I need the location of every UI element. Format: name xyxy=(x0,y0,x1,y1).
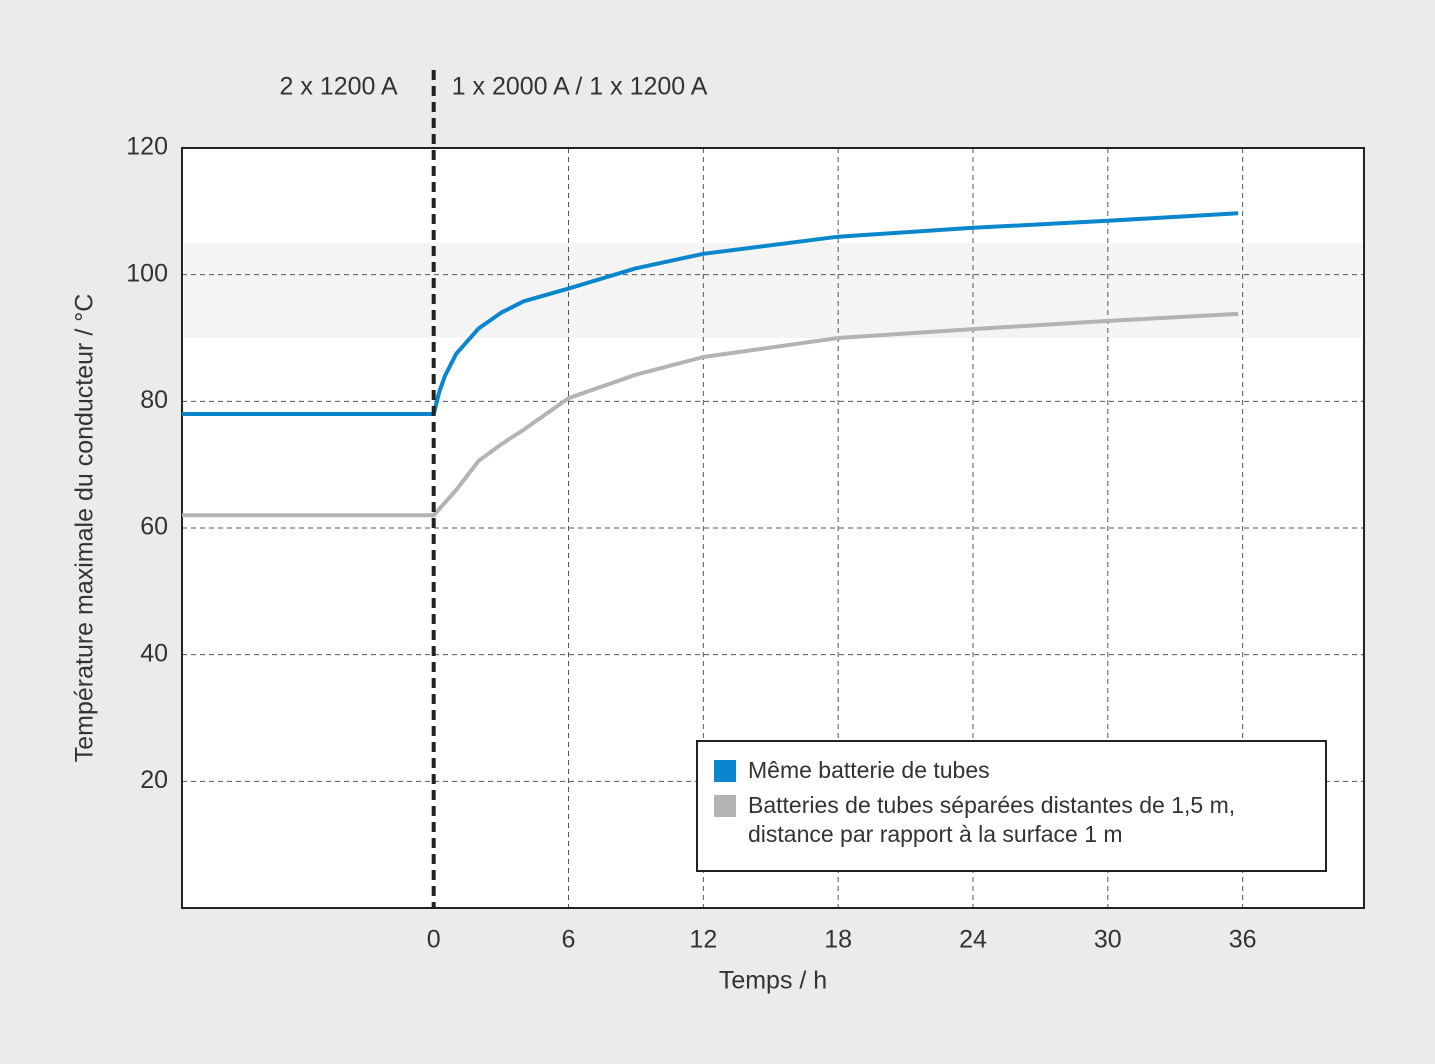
legend: Même batterie de tubes Batteries de tubes… xyxy=(696,740,1327,872)
legend-entry: Même batterie de tubes xyxy=(714,756,1311,785)
series-line xyxy=(182,211,1239,416)
x-tick-label: 12 xyxy=(689,926,717,954)
legend-swatch xyxy=(714,795,736,817)
x-tick-label: 30 xyxy=(1094,926,1122,954)
y-tick-label: 60 xyxy=(140,513,168,541)
x-tick-label: 36 xyxy=(1229,926,1257,954)
phase-label: 1 x 2000 A / 1 x 1200 A xyxy=(452,73,708,101)
band xyxy=(184,243,1362,338)
y-tick-label: 40 xyxy=(140,639,168,667)
series-line xyxy=(182,311,1239,518)
x-axis-label: Temps / h xyxy=(719,967,827,995)
legend-swatch xyxy=(714,760,736,782)
plot-frame xyxy=(181,147,1365,909)
legend-label: Même batterie de tubes xyxy=(748,757,990,783)
x-tick-label: 18 xyxy=(824,926,852,954)
legend-label: Batteries de tubes séparées distantes de… xyxy=(748,792,1236,847)
y-tick-label: 80 xyxy=(140,386,168,414)
legend-entry: Batteries de tubes séparées distantes de… xyxy=(714,791,1311,849)
y-axis-label: Température maximale du conducteur / °C xyxy=(71,294,99,763)
x-tick-label: 6 xyxy=(562,926,576,954)
x-tick-label: 24 xyxy=(959,926,987,954)
phase-label: 2 x 1200 A xyxy=(280,73,398,101)
x-tick-label: 0 xyxy=(427,926,441,954)
y-tick-label: 20 xyxy=(140,766,168,794)
y-tick-label: 100 xyxy=(126,259,168,287)
y-tick-label: 120 xyxy=(126,133,168,161)
